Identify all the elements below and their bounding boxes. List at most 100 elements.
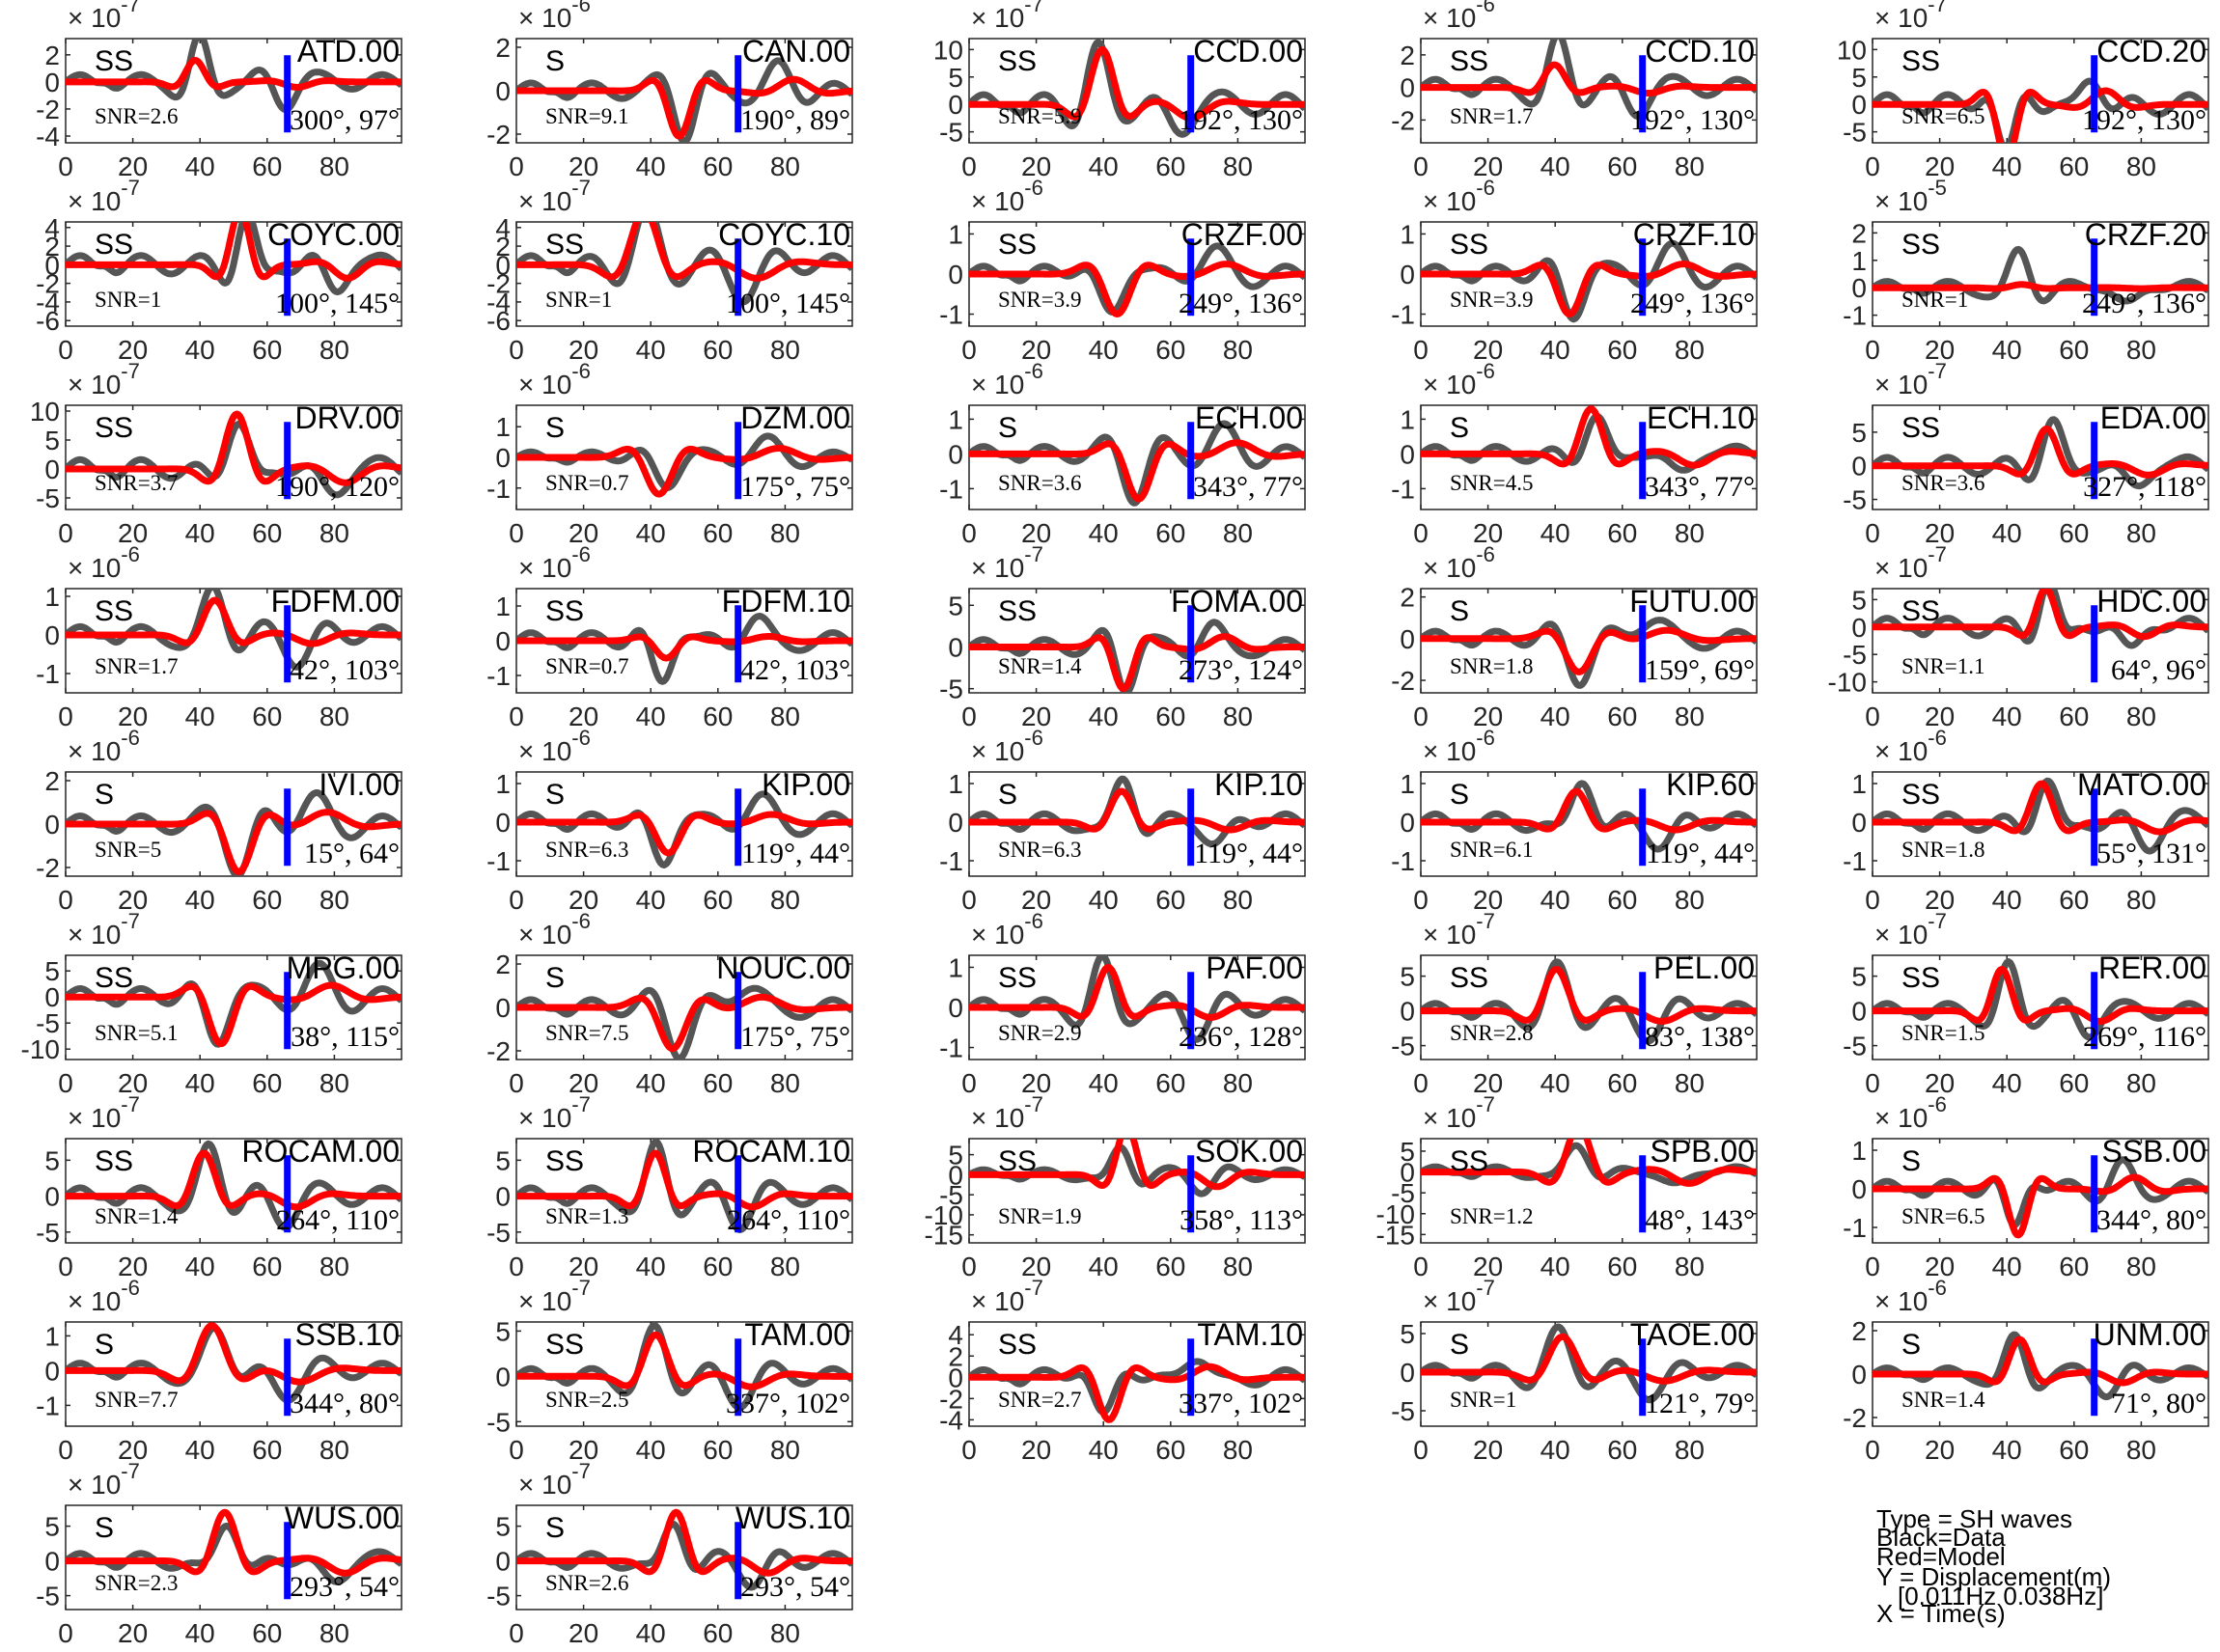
x-tick-label: 0: [1865, 335, 1880, 365]
azimuth-label: 264°, 110°: [276, 1204, 400, 1236]
phase-label: S: [95, 1512, 114, 1544]
y-tick-label: -5: [486, 1407, 511, 1437]
station-label: SSB.00: [2101, 1134, 2206, 1169]
snr-label: SNR=3.9: [998, 288, 1081, 312]
model-trace: [516, 1149, 852, 1211]
model-trace: [516, 222, 852, 282]
model-trace: [66, 1149, 402, 1211]
station-label: RER.00: [2098, 950, 2206, 985]
x-tick-label: 60: [1155, 518, 1185, 548]
y-tick-label: 0: [1851, 1174, 1867, 1204]
y-tick-label: 0: [948, 1160, 963, 1190]
panel-sok-00: 0 20 40 60 80-15-10-505× 10-7SS SOK.00SNR=1.9…: [925, 1092, 1306, 1281]
y-tick-label: 0: [44, 68, 60, 97]
y-tick-label: 4: [495, 213, 511, 243]
x-tick-label: 80: [1223, 1252, 1253, 1281]
phase-label: S: [998, 412, 1017, 444]
x-tick-label: 20: [1925, 885, 1955, 915]
model-trace: [1421, 261, 1757, 317]
y-tick-label: -4: [486, 288, 511, 317]
legend: Type = SH waves Black=Data Red=Model Y =…: [1876, 1504, 2111, 1628]
y-tick-label: 1: [1400, 219, 1415, 249]
y-exponent-label: × 10-6: [518, 909, 591, 950]
x-tick-label: 20: [1925, 1068, 1955, 1098]
snr-label: SNR=1.3: [545, 1204, 628, 1228]
x-tick-label: 80: [1675, 518, 1705, 548]
y-tick-label: 5: [44, 1512, 60, 1542]
x-tick-label: 0: [58, 702, 73, 731]
y-tick-label: 0: [1400, 997, 1415, 1027]
x-tick-label: 60: [252, 151, 282, 181]
y-exponent-label: × 10-6: [518, 726, 591, 766]
y-tick-label: 10: [30, 397, 60, 427]
x-tick-label: 60: [252, 702, 282, 731]
phase-label: S: [1450, 595, 1469, 627]
x-tick-label: 20: [1473, 518, 1503, 548]
station-label: KIP.00: [762, 767, 850, 802]
x-tick-label: 40: [1992, 1252, 2022, 1281]
x-tick-label: 20: [1473, 702, 1503, 731]
x-tick-label: 20: [118, 335, 148, 365]
station-label: ROCAM.10: [692, 1134, 850, 1169]
x-tick-label: 40: [1089, 335, 1119, 365]
snr-label: SNR=6.5: [1901, 104, 1984, 128]
y-tick-label: -10: [21, 1034, 60, 1064]
x-tick-label: 80: [1223, 151, 1253, 181]
x-tick-label: 0: [509, 885, 524, 915]
data-trace: [969, 955, 1305, 1043]
x-tick-label: 20: [569, 151, 598, 181]
x-tick-label: 60: [703, 702, 733, 731]
station-label: NOUC.00: [716, 950, 850, 985]
x-tick-label: 40: [1540, 1252, 1570, 1281]
x-tick-label: 60: [1607, 335, 1637, 365]
x-tick-label: 20: [1473, 335, 1503, 365]
x-tick-label: 20: [1021, 702, 1051, 731]
y-exponent-label: × 10-7: [68, 0, 140, 33]
x-tick-label: 60: [1155, 1252, 1185, 1281]
x-tick-label: 0: [509, 151, 524, 181]
panel-frame: [1420, 404, 1758, 510]
data-trace: [66, 420, 402, 499]
y-tick-label: 0: [1851, 452, 1867, 482]
x-tick-label: 40: [1089, 518, 1119, 548]
legend-line-xaxis: X = Time(s): [1876, 1599, 2006, 1628]
x-tick-label: 20: [1473, 885, 1503, 915]
phase-label: SS: [1901, 45, 1940, 77]
azimuth-label: 249°, 136°: [1179, 288, 1303, 319]
x-tick-label: 60: [252, 1435, 282, 1465]
x-tick-label: 0: [58, 1435, 73, 1465]
x-tick-label: 0: [1865, 518, 1880, 548]
x-tick-label: 40: [185, 151, 215, 181]
x-tick-label: 0: [1865, 885, 1880, 915]
legend-line-model: Red=Model: [1876, 1542, 2006, 1571]
y-tick-label: 0: [948, 1363, 963, 1392]
y-tick-label: -4: [36, 122, 60, 151]
y-tick-label: -5: [36, 1582, 60, 1611]
azimuth-label: 55°, 131°: [2096, 838, 2206, 869]
x-tick-label: 40: [1089, 702, 1119, 731]
station-label: KIP.10: [1214, 767, 1303, 802]
x-tick-label: 20: [118, 702, 148, 731]
x-tick-label: 80: [1223, 518, 1253, 548]
azimuth-label: 48°, 143°: [1645, 1204, 1755, 1236]
x-tick-label: 80: [319, 1435, 349, 1465]
x-tick-label: 20: [569, 335, 598, 365]
y-tick-label: 0: [495, 76, 511, 106]
x-tick-label: 20: [1925, 1252, 1955, 1281]
y-tick-label: -1: [939, 1033, 963, 1063]
y-tick-label: -1: [486, 846, 511, 876]
model-trace: [66, 410, 402, 486]
station-label: CCD.20: [2096, 34, 2206, 69]
model-trace: [1873, 281, 2208, 292]
x-tick-label: 0: [961, 885, 977, 915]
data-trace: [1421, 239, 1757, 323]
y-tick-label: -5: [486, 1582, 511, 1611]
x-tick-label: 80: [2126, 1252, 2156, 1281]
y-tick-label: -1: [1843, 846, 1867, 876]
x-tick-label: 0: [509, 1252, 524, 1281]
x-tick-label: 40: [1540, 1435, 1570, 1465]
